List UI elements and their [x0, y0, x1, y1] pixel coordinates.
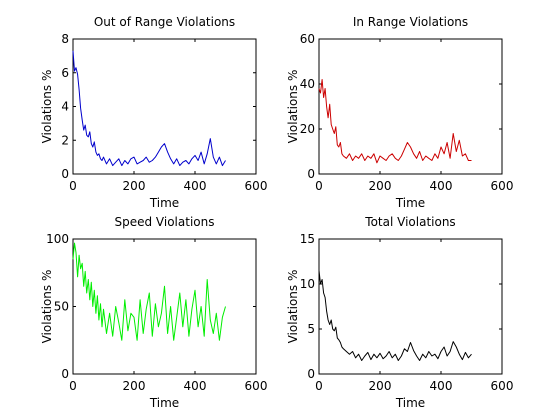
x-tick-label: 0 — [69, 179, 77, 193]
y-tick-label: 60 — [300, 32, 315, 46]
x-axis-label: Time — [395, 396, 425, 410]
x-tick-label: 600 — [245, 379, 268, 393]
y-tick-label: 0 — [307, 367, 315, 381]
x-tick-label: 200 — [369, 179, 392, 193]
x-tick-label: 0 — [315, 179, 323, 193]
x-tick-label: 0 — [315, 379, 323, 393]
chart-title: Out of Range Violations — [94, 15, 235, 29]
y-tick-label: 10 — [300, 277, 315, 291]
x-axis-label: Time — [149, 396, 179, 410]
x-tick-label: 600 — [245, 179, 268, 193]
x-tick-label: 200 — [123, 179, 146, 193]
y-tick-label: 20 — [300, 122, 315, 136]
y-tick-label: 0 — [61, 367, 69, 381]
x-tick-label: 400 — [184, 179, 207, 193]
x-tick-label: 400 — [184, 379, 207, 393]
y-tick-label: 5 — [307, 322, 315, 336]
chart-title: Total Violations — [364, 215, 455, 229]
x-tick-label: 200 — [123, 379, 146, 393]
y-axis-label: Violations % — [40, 270, 54, 344]
y-tick-label: 15 — [300, 232, 315, 246]
x-axis-label: Time — [395, 196, 425, 210]
y-tick-label: 0 — [61, 167, 69, 181]
x-tick-label: 0 — [69, 379, 77, 393]
y-tick-label: 2 — [61, 133, 69, 147]
x-tick-label: 600 — [491, 179, 514, 193]
y-axis-label: Violations % — [286, 70, 300, 144]
x-tick-label: 600 — [491, 379, 514, 393]
y-axis-label: Violations % — [286, 270, 300, 344]
y-tick-label: 100 — [46, 232, 69, 246]
y-tick-label: 50 — [54, 300, 69, 314]
x-tick-label: 400 — [430, 379, 453, 393]
chart-title: In Range Violations — [353, 15, 468, 29]
y-tick-label: 6 — [61, 66, 69, 80]
chart-title: Speed Violations — [115, 215, 215, 229]
y-tick-label: 40 — [300, 77, 315, 91]
x-axis-label: Time — [149, 196, 179, 210]
y-axis-label: Violations % — [40, 70, 54, 144]
y-tick-label: 8 — [61, 32, 69, 46]
y-tick-label: 0 — [307, 167, 315, 181]
x-tick-label: 400 — [430, 179, 453, 193]
x-tick-label: 200 — [369, 379, 392, 393]
y-tick-label: 4 — [61, 100, 69, 114]
